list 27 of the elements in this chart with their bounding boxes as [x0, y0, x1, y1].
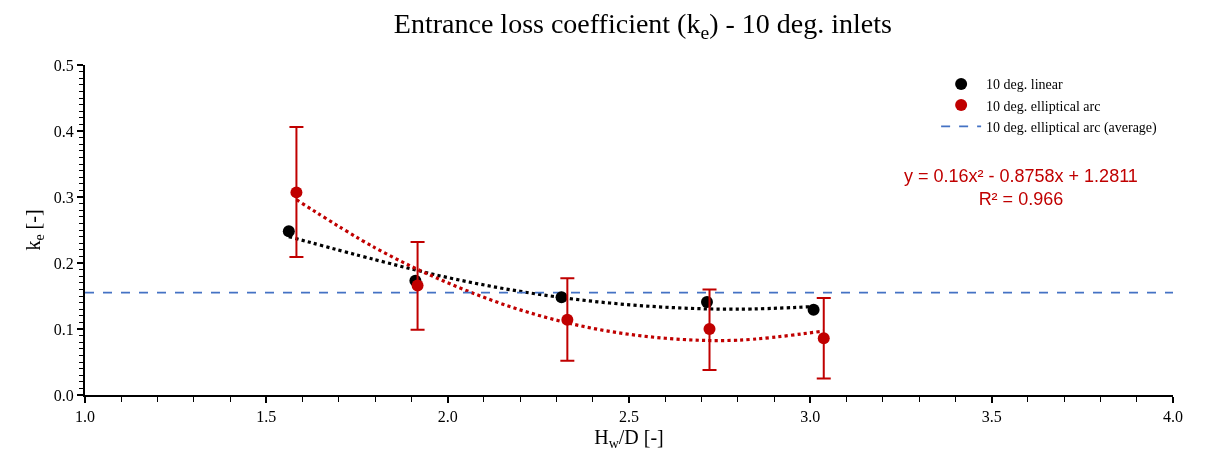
- point: [282, 225, 295, 238]
- y-tick-label: 0.0: [53, 386, 74, 404]
- point: [703, 323, 716, 335]
- x-tick-label: 4.0: [1163, 408, 1183, 426]
- y-tick-label: 0.1: [53, 320, 74, 338]
- point: [807, 303, 820, 316]
- x-axis-title: H$_{w}$/D [-]: [594, 426, 664, 452]
- point: [561, 313, 574, 326]
- point: [817, 332, 830, 345]
- y-tick-label: 0.5: [53, 56, 74, 74]
- x-tick-label: 3.5: [981, 408, 1002, 426]
- legend-label: 10 deg. linear: [986, 77, 1064, 93]
- y-tick-label: 0.2: [53, 254, 74, 272]
- chart-title: Entrance loss coefficient (k$_{e}$) - 10 deg. inlets: [393, 8, 892, 44]
- x-tick-label: 1.5: [256, 408, 277, 426]
- legend-label: 10 deg. elliptical arc (average): [986, 119, 1158, 136]
- x-tick-label: 2.0: [437, 408, 458, 426]
- legend-label: 10 deg. elliptical arc: [986, 98, 1101, 114]
- y-tick-label: 0.3: [53, 188, 74, 206]
- annotation: R² = 0.966: [978, 189, 1064, 210]
- point: [290, 186, 303, 199]
- x-tick-label: 3.0: [800, 408, 821, 426]
- y-tick-label: 0.4: [53, 122, 74, 140]
- x-tick-label: 2.5: [619, 408, 639, 426]
- x-tick-label: 1.0: [75, 408, 95, 426]
- annotation: y = 0.16x² - 0.8758x + 1.2811: [904, 166, 1138, 186]
- point: [411, 279, 424, 292]
